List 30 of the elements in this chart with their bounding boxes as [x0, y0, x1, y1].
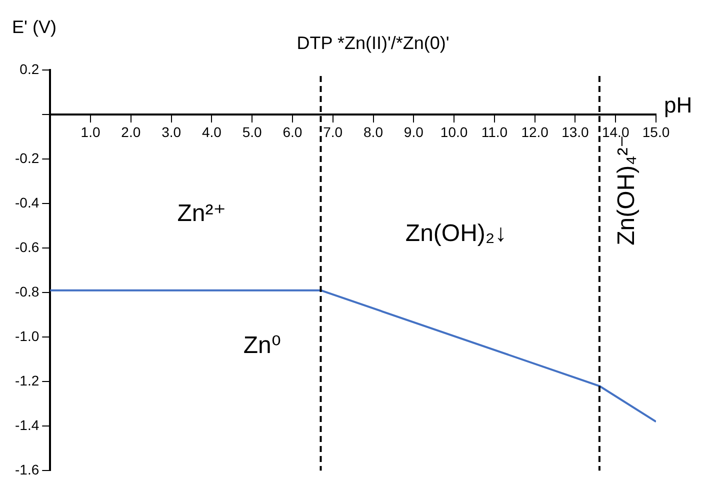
x-tick-label: 11.0 — [481, 124, 508, 140]
x-axis-title: pH — [664, 92, 692, 118]
x-tick-label: 7.0 — [323, 124, 343, 140]
y-axis-title: E' (V) — [12, 16, 56, 37]
y-tick-label: -0.2 — [15, 150, 40, 166]
y-tick-label: 0.2 — [20, 60, 40, 77]
y-tick-label: -0.6 — [15, 238, 40, 255]
x-tick-label: 10.0 — [440, 124, 468, 140]
annotation: Zn²⁺ — [177, 200, 226, 227]
x-tick-label: 4.0 — [202, 124, 222, 140]
x-tick-label: 14.0 — [602, 124, 630, 140]
chart-title: DTP *Zn(II)'/*Zn(0)' — [296, 32, 450, 53]
x-tick-label: 13.0 — [562, 124, 590, 140]
x-tick-label: 8.0 — [364, 124, 384, 140]
x-tick-label: 2.0 — [121, 124, 141, 140]
x-tick-label: 9.0 — [404, 124, 424, 140]
y-tick-label: -0.8 — [15, 283, 40, 300]
annotation: Zn(OH)₂↓ — [405, 220, 507, 247]
y-tick-label: -1.2 — [15, 372, 40, 388]
y-tick-label: -1.0 — [15, 328, 40, 344]
x-tick-label: 1.0 — [80, 124, 100, 140]
x-tick-label: 6.0 — [282, 124, 302, 140]
y-tick-label: -1.4 — [15, 416, 40, 433]
x-tick-label: 5.0 — [242, 124, 262, 140]
x-tick-label: 12.0 — [521, 124, 549, 140]
x-tick-label: 15.0 — [642, 124, 670, 140]
y-tick-label: -0.4 — [15, 194, 40, 210]
annotation: Zn⁰ — [243, 332, 281, 360]
x-tick-label: 3.0 — [162, 124, 182, 140]
y-tick-label: -1.6 — [15, 461, 40, 478]
